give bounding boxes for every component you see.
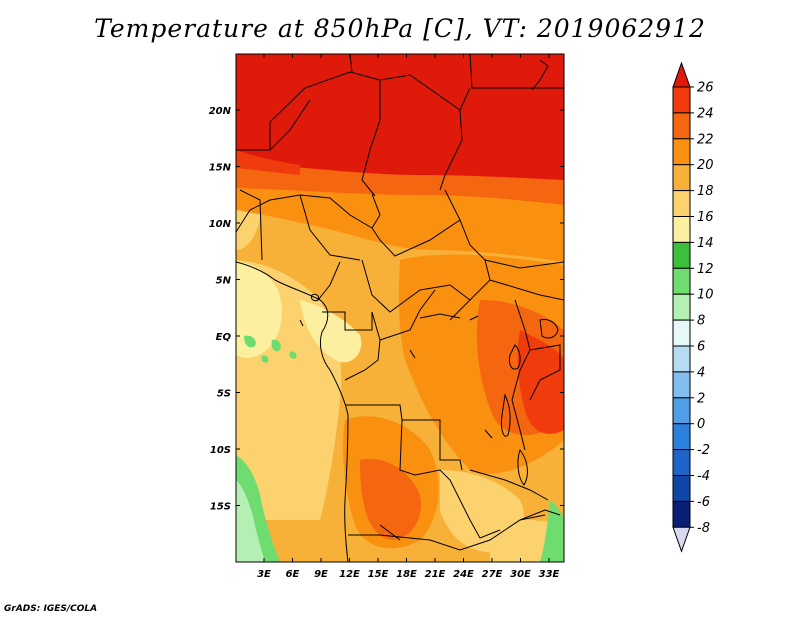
colorbar-swatch (672, 216, 691, 243)
lat-label: 15N (209, 163, 232, 174)
colorbar-swatch (672, 500, 691, 528)
lon-label: 18E (396, 569, 417, 580)
colorbar-label: 0 (697, 417, 705, 432)
lat-label: 10N (209, 219, 232, 230)
lat-label: EQ (216, 332, 232, 343)
colorbar-swatch (672, 86, 691, 114)
lon-label: 33E (539, 569, 560, 580)
colorbar-label: 20 (697, 158, 714, 173)
lon-label: 30E (510, 569, 531, 580)
colorbar-swatch (672, 190, 691, 218)
country-borders (236, 54, 564, 562)
colorbar-swatch (672, 241, 691, 269)
colorbar-label: 6 (697, 340, 705, 355)
longitude-axis: 3E 6E 9E 12E 15E 18E 21E 24E 27E 30E 33E (257, 54, 560, 580)
colorbar-swatch (672, 397, 691, 425)
colorbar-label: 24 (697, 106, 714, 121)
colorbar-swatch (672, 449, 691, 477)
colorbar-swatch (672, 345, 691, 373)
lat-label: 10S (210, 445, 231, 456)
lon-label: 3E (257, 569, 271, 580)
colorbar-label: 2 (697, 391, 705, 406)
colorbar-swatch (672, 319, 691, 347)
map-title: Temperature at 850hPa [C], VT: 201906291… (94, 14, 706, 43)
colorbar-swatch (672, 293, 691, 321)
colorbar-label: 14 (697, 236, 714, 251)
colorbar-top-arrow (672, 61, 691, 88)
colorbar-label: 12 (697, 262, 714, 277)
lon-label: 12E (339, 569, 360, 580)
colorbar-bottom-arrow (672, 526, 691, 553)
colorbar-label: 18 (697, 184, 714, 199)
colorbar-label: -8 (697, 521, 710, 536)
colorbar-label: -6 (697, 495, 710, 510)
colorbar-swatch (672, 475, 691, 502)
colorbar-label: 26 (697, 81, 714, 96)
colorbar-swatch (672, 371, 691, 399)
lat-label: 20N (209, 106, 232, 117)
lon-label: 15E (368, 569, 389, 580)
colorbar-swatch (672, 267, 691, 295)
colorbar-swatch (672, 423, 691, 451)
colorbar-label: 8 (697, 314, 705, 329)
lon-label: 6E (286, 569, 300, 580)
colorbar-label: 22 (697, 132, 714, 147)
lat-label: 15S (210, 502, 231, 513)
lat-label: 5S (217, 389, 231, 400)
grads-credit: GrADS: IGES/COLA (4, 604, 98, 614)
colorbar-swatch (672, 138, 691, 166)
temperature-field (236, 54, 564, 562)
colorbar-swatch (672, 112, 691, 140)
colorbar-label: 10 (697, 288, 714, 303)
colorbar-label: 4 (697, 365, 705, 380)
lon-label: 9E (314, 569, 328, 580)
colorbar-label: -4 (697, 469, 710, 484)
lon-label: 27E (482, 569, 503, 580)
colorbar-label: -2 (697, 443, 710, 458)
latitude-axis: 20N 15N 10N 5N EQ 5S 10S 15S (209, 106, 564, 513)
lat-label: 5N (216, 276, 232, 287)
lon-label: 24E (453, 569, 474, 580)
colorbar-label: 16 (697, 210, 714, 225)
lon-label: 21E (425, 569, 446, 580)
colorbar-swatch (672, 164, 691, 192)
